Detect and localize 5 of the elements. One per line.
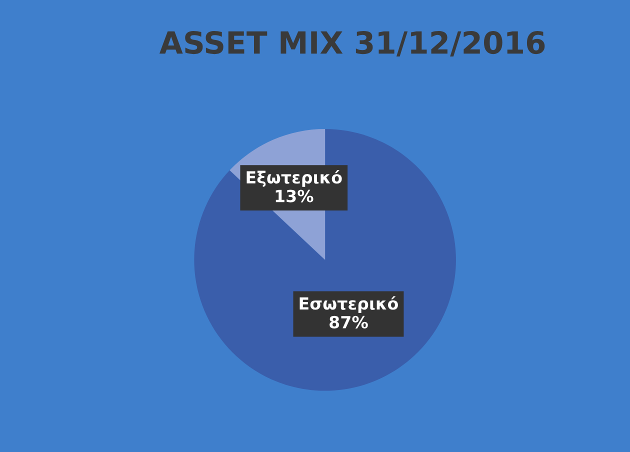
chart-title: ASSET MIX 31/12/2016 — [159, 30, 545, 56]
data-label: 87% — [330, 316, 368, 328]
data-label: 13% — [276, 190, 314, 202]
slice-label: Εσωτερικό — [300, 296, 398, 314]
slice-label: Εξωτερικό — [246, 170, 342, 187]
